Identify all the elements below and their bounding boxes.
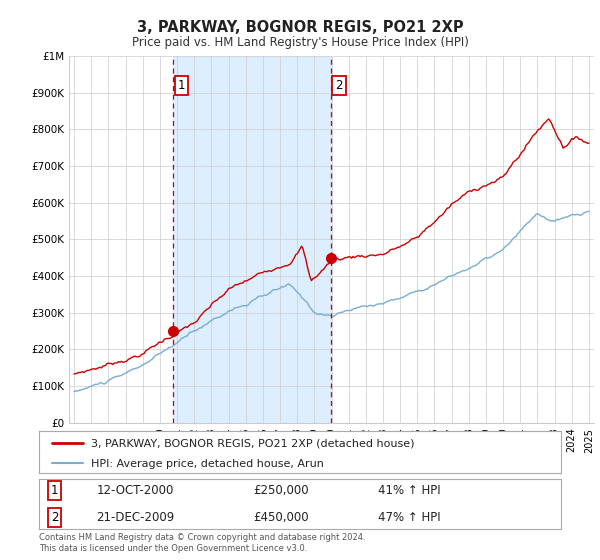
Text: 47% ↑ HPI: 47% ↑ HPI — [379, 511, 441, 524]
Text: £450,000: £450,000 — [253, 511, 308, 524]
Text: 1: 1 — [51, 484, 58, 497]
Text: Contains HM Land Registry data © Crown copyright and database right 2024.: Contains HM Land Registry data © Crown c… — [39, 533, 365, 542]
Text: 3, PARKWAY, BOGNOR REGIS, PO21 2XP: 3, PARKWAY, BOGNOR REGIS, PO21 2XP — [137, 20, 463, 35]
Text: 2: 2 — [335, 79, 343, 92]
Text: This data is licensed under the Open Government Licence v3.0.: This data is licensed under the Open Gov… — [39, 544, 307, 553]
Text: £250,000: £250,000 — [253, 484, 308, 497]
Text: 41% ↑ HPI: 41% ↑ HPI — [379, 484, 441, 497]
Text: 1: 1 — [178, 79, 185, 92]
Text: Price paid vs. HM Land Registry's House Price Index (HPI): Price paid vs. HM Land Registry's House … — [131, 36, 469, 49]
Text: 12-OCT-2000: 12-OCT-2000 — [97, 484, 174, 497]
Text: HPI: Average price, detached house, Arun: HPI: Average price, detached house, Arun — [91, 459, 324, 469]
Text: 21-DEC-2009: 21-DEC-2009 — [97, 511, 175, 524]
Bar — [173, 56, 331, 423]
Text: 3, PARKWAY, BOGNOR REGIS, PO21 2XP (detached house): 3, PARKWAY, BOGNOR REGIS, PO21 2XP (deta… — [91, 439, 415, 449]
Text: 2: 2 — [51, 511, 58, 524]
